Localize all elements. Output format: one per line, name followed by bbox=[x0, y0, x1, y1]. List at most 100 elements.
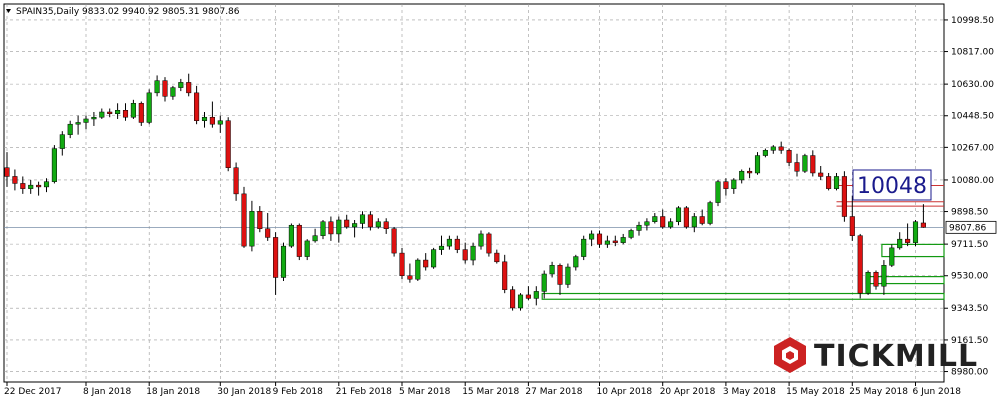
y-tick-label: 10080.00 bbox=[951, 176, 994, 186]
candle-body bbox=[233, 167, 239, 195]
candle bbox=[897, 232, 903, 250]
candle-body bbox=[699, 216, 705, 224]
candle-body bbox=[778, 146, 784, 151]
candle-body bbox=[280, 245, 287, 278]
candle bbox=[407, 263, 413, 283]
candle bbox=[51, 145, 57, 184]
candle-body bbox=[328, 221, 334, 235]
candle bbox=[446, 235, 452, 250]
candle bbox=[241, 186, 247, 248]
candle-body bbox=[747, 170, 753, 174]
candle bbox=[778, 141, 784, 154]
x-tick-label: 9 Feb 2018 bbox=[273, 387, 324, 397]
candle bbox=[4, 152, 10, 187]
candle-body bbox=[810, 155, 816, 174]
candle bbox=[454, 235, 460, 254]
candle-body bbox=[525, 294, 531, 299]
candle-body bbox=[770, 146, 776, 151]
candle-body bbox=[257, 211, 263, 229]
candle-body bbox=[723, 181, 729, 189]
y-tick-label: 9343.50 bbox=[951, 304, 988, 314]
candle-body bbox=[589, 233, 595, 240]
candle-body bbox=[454, 238, 460, 250]
x-tick-label: 30 Jan 2018 bbox=[217, 387, 271, 397]
candle-body bbox=[596, 233, 603, 245]
candle-body bbox=[841, 176, 847, 217]
candle bbox=[359, 211, 366, 229]
tickmill-logo-text: TICKMILL bbox=[814, 339, 978, 374]
candle bbox=[115, 103, 121, 119]
candle-body bbox=[130, 103, 136, 118]
candle-body bbox=[67, 123, 73, 135]
candle bbox=[28, 179, 34, 194]
candle bbox=[660, 209, 666, 229]
candle bbox=[194, 85, 200, 125]
candle-body bbox=[897, 238, 903, 249]
candle-body bbox=[312, 235, 318, 242]
candle-body bbox=[75, 122, 81, 125]
x-tick-label: 20 Apr 2018 bbox=[660, 387, 716, 397]
candle bbox=[336, 216, 342, 243]
candle-body bbox=[707, 202, 713, 224]
candle-body bbox=[754, 155, 761, 174]
candle-body bbox=[628, 230, 634, 238]
candle bbox=[352, 220, 358, 238]
candle-body bbox=[43, 181, 50, 188]
candle bbox=[265, 213, 271, 241]
candle bbox=[620, 233, 626, 245]
candle bbox=[296, 223, 302, 261]
candle bbox=[517, 293, 524, 311]
candle-body bbox=[478, 233, 484, 247]
candle-body bbox=[683, 207, 689, 228]
candle bbox=[423, 253, 429, 271]
candle bbox=[415, 258, 421, 281]
candle-body bbox=[833, 176, 840, 189]
candle-body bbox=[194, 92, 200, 121]
candle bbox=[178, 78, 184, 92]
current-price-tag: 9807.86 bbox=[945, 220, 997, 234]
candle bbox=[881, 260, 887, 295]
candle-body bbox=[581, 238, 587, 257]
candle bbox=[596, 230, 603, 248]
candle-body bbox=[201, 116, 208, 121]
candle-body bbox=[178, 82, 184, 88]
candle-body bbox=[217, 120, 223, 125]
candle bbox=[201, 112, 208, 128]
x-tick-label: 27 Mar 2018 bbox=[525, 387, 582, 397]
candle bbox=[486, 232, 492, 257]
candle bbox=[431, 247, 437, 269]
candle-body bbox=[359, 214, 366, 224]
candle bbox=[699, 209, 705, 226]
candle-body bbox=[502, 261, 508, 290]
plot-border bbox=[3, 3, 945, 383]
candle-body bbox=[36, 184, 42, 188]
candle-body bbox=[905, 238, 911, 243]
candle-body bbox=[549, 265, 555, 275]
candle-body bbox=[889, 247, 895, 266]
x-tick-label: 8 Jan 2018 bbox=[83, 387, 131, 397]
candle bbox=[762, 148, 768, 158]
candle-body bbox=[675, 207, 682, 222]
candle bbox=[375, 218, 381, 229]
candle bbox=[209, 101, 215, 128]
candle bbox=[502, 254, 508, 294]
x-tick-label: 15 Mar 2018 bbox=[462, 387, 519, 397]
candle bbox=[905, 223, 911, 247]
grid-lines bbox=[3, 3, 945, 383]
candle bbox=[549, 261, 555, 278]
candle bbox=[67, 120, 73, 139]
x-tick-label: 25 May 2018 bbox=[849, 387, 908, 397]
candle-body bbox=[826, 176, 832, 189]
candle-body bbox=[912, 221, 919, 243]
candle bbox=[739, 169, 745, 184]
x-tick-label: 10 Apr 2018 bbox=[597, 387, 653, 397]
candle-body bbox=[399, 252, 405, 276]
candle-body bbox=[423, 259, 429, 268]
candle bbox=[541, 270, 547, 299]
candle bbox=[146, 89, 152, 125]
candle bbox=[225, 117, 231, 172]
candle bbox=[889, 244, 895, 268]
candle-body bbox=[794, 162, 800, 172]
candle-body bbox=[818, 172, 824, 177]
